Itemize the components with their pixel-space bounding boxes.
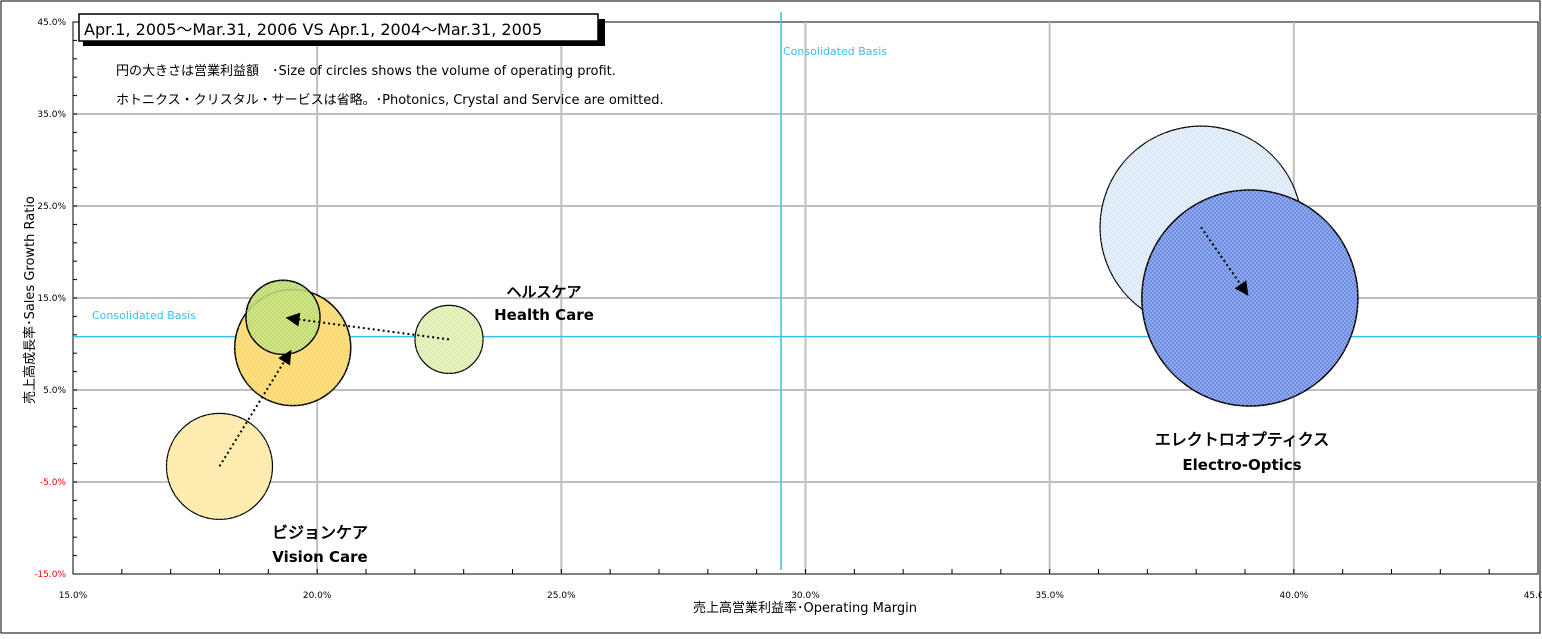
minor-ticks [73, 39, 1490, 574]
movement-arrows [218, 226, 1249, 467]
vertical-reference-label: Consolidated Basis [783, 45, 887, 58]
y-tick-label: 35.0% [37, 110, 66, 120]
x-tick-label: 15.0% [59, 591, 88, 601]
health-care-label-en: Health Care [494, 306, 594, 324]
x-tick-label: 30.0% [791, 591, 820, 601]
horizontal-reference-label: Consolidated Basis [92, 309, 196, 322]
tick-labels: 15.0% 20.0% 25.0% 30.0% 35.0% 40.0% 45.0% -15.0… [34, 18, 1542, 601]
y-tick-label: 45.0% [37, 18, 66, 28]
y-tick-label: 15.0% [37, 294, 66, 304]
x-tick-label: 45.0% [1524, 591, 1542, 601]
movement-arrow [285, 312, 450, 341]
movement-arrow [1200, 226, 1249, 296]
x-tick-label: 20.0% [303, 591, 332, 601]
bubble-current-health-care-texture [245, 280, 320, 355]
note-omitted-segments: ホトニクス・クリスタル・サービスは省略。･Photonics, Crystal … [116, 92, 664, 108]
electro-optics-label-en: Electro-Optics [1182, 456, 1301, 474]
y-tick-label: -15.0% [34, 570, 66, 580]
chart-title: Apr.1, 2005～Mar.31, 2006 VS Apr.1, 2004～… [84, 20, 542, 39]
x-tick-label: 35.0% [1035, 591, 1064, 601]
x-axis-label: 売上高営業利益率･Operating Margin [693, 600, 917, 616]
vision-care-label-jp: ビジョンケア [272, 523, 368, 542]
note-circle-size: 円の大きさは営業利益額 ･Size of circles shows the v… [116, 63, 616, 79]
y-tick-label: -5.0% [40, 478, 67, 488]
y-tick-label: 5.0% [43, 386, 66, 396]
bubbles [165, 125, 1359, 520]
electro-optics-label-jp: エレクトロオプティクス [1155, 430, 1330, 449]
vision-care-label-en: Vision Care [272, 548, 367, 566]
title-box [78, 13, 599, 42]
y-tick-label: 25.0% [37, 202, 66, 212]
x-tick-label: 25.0% [547, 591, 576, 601]
bubble-current-texture [1141, 190, 1358, 406]
y-axis-label: 売上高成長率･Sales Growth Ratio [22, 196, 38, 404]
health-care-label-jp: ヘルスケア [506, 283, 581, 301]
x-tick-label: 40.0% [1280, 591, 1309, 601]
